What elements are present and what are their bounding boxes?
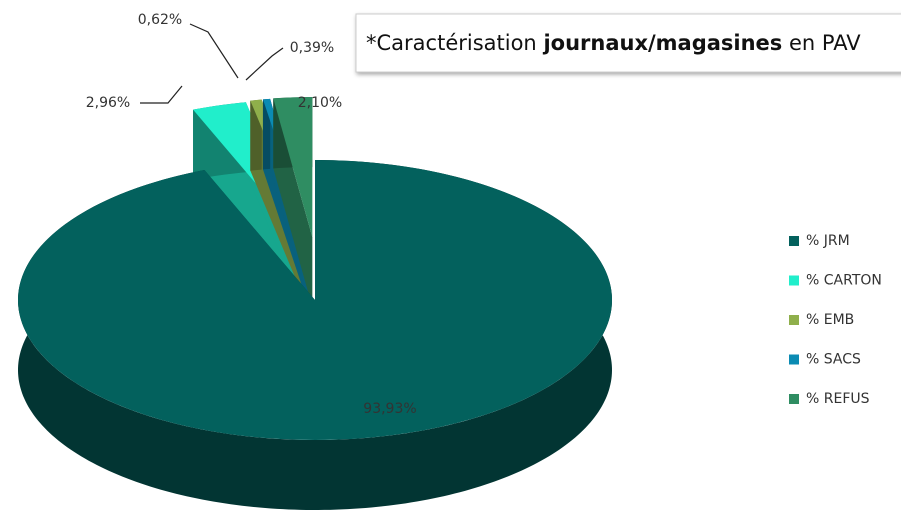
legend-label: % CARTON <box>806 273 882 289</box>
slice-top <box>273 97 313 238</box>
legend-label: % REFUS <box>806 391 870 407</box>
leader-line <box>245 47 284 81</box>
legend-swatch <box>789 275 799 286</box>
title-part: journaux/magasines <box>542 31 782 55</box>
legend-swatch <box>789 236 799 246</box>
leader-line <box>140 85 183 104</box>
data-label: 2,10% <box>298 95 342 111</box>
title-box <box>355 13 901 73</box>
slice <box>273 97 313 308</box>
slice <box>17 160 612 510</box>
pie <box>17 97 612 510</box>
slice-wall <box>262 98 271 170</box>
data-labels: 93,93% 2,96% 0,62% 0,39% 2,10% <box>86 12 417 417</box>
chart-title: *Caractérisation journaux/magasines en P… <box>366 31 861 55</box>
legend-label: % JRM <box>806 233 850 249</box>
title-part: en PAV <box>789 31 861 55</box>
data-label: 93,93% <box>363 401 416 417</box>
legend: % JRM % CARTON % EMB % SACS % REFUS <box>789 233 882 407</box>
legend-label: % SACS <box>806 352 861 368</box>
legend-swatch <box>789 354 799 365</box>
slice-top <box>17 160 612 440</box>
legend-swatch <box>789 315 799 325</box>
leader-line <box>189 23 239 79</box>
legend-swatch <box>789 394 799 404</box>
data-label: 0,62% <box>138 12 182 28</box>
data-label: 2,96% <box>86 95 130 111</box>
data-label: 0,39% <box>290 40 334 56</box>
legend-label: % EMB <box>806 312 854 328</box>
title-part: *Caractérisation <box>366 31 537 55</box>
